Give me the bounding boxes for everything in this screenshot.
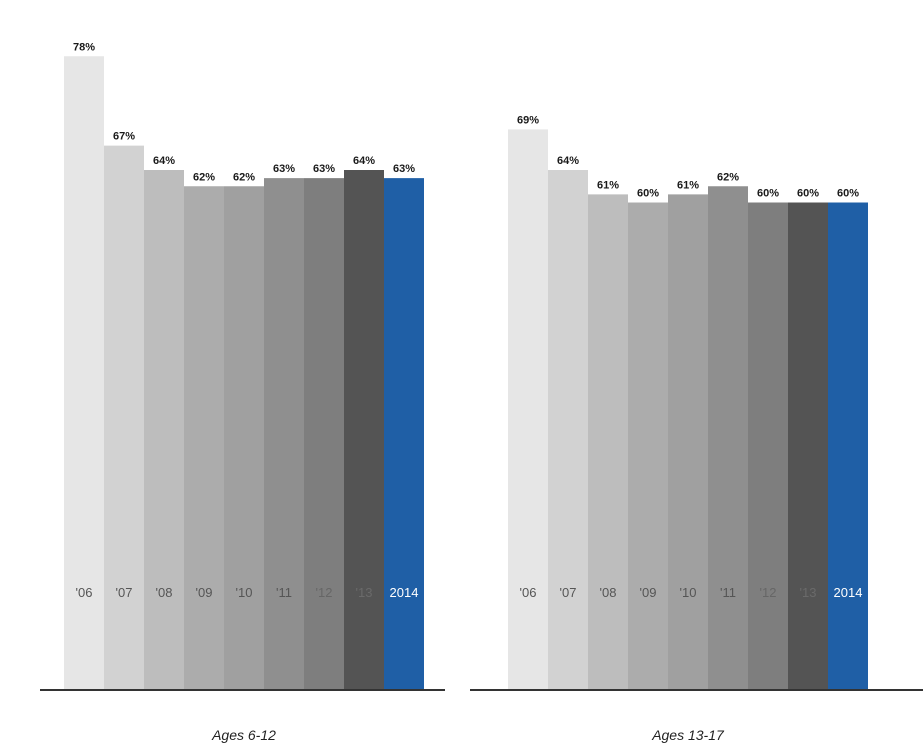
bar-1-2 xyxy=(104,145,144,690)
category-label: '10 xyxy=(680,585,697,600)
bar-2-2 xyxy=(548,170,588,690)
category-label: '07 xyxy=(560,585,577,600)
chart-group-1: 78% '06 67% '07 64% '08 62% '09 62% '10 63% '11 63% '… xyxy=(40,41,445,743)
bar-2-4 xyxy=(628,202,668,690)
category-label: 2014 xyxy=(390,585,419,600)
bar-2-8 xyxy=(788,202,828,690)
group-title: Ages 13-17 xyxy=(651,727,725,743)
category-label: '08 xyxy=(156,585,173,600)
bar-1-4 xyxy=(184,186,224,690)
bar-2-9 xyxy=(828,202,868,690)
bar-1-7 xyxy=(304,178,344,690)
category-label: '11 xyxy=(276,585,292,600)
value-label: 67% xyxy=(113,131,135,143)
value-label: 69% xyxy=(517,114,539,126)
category-label: 2014 xyxy=(834,585,863,600)
category-label: '09 xyxy=(196,585,213,600)
bar-2-6 xyxy=(708,186,748,690)
value-label: 60% xyxy=(637,188,659,200)
category-label: '07 xyxy=(116,585,133,600)
value-label: 64% xyxy=(153,155,175,167)
category-label: '06 xyxy=(520,585,537,600)
bar-2-3 xyxy=(588,194,628,690)
value-label: 62% xyxy=(193,171,215,183)
value-label: 62% xyxy=(717,171,739,183)
value-label: 64% xyxy=(557,155,579,167)
category-label: '13 xyxy=(356,585,373,600)
category-label: '12 xyxy=(760,585,777,600)
bar-1-6 xyxy=(264,178,304,690)
bar-1-5 xyxy=(224,186,264,690)
value-label: 63% xyxy=(393,163,415,175)
value-label: 63% xyxy=(313,163,335,175)
category-label: '10 xyxy=(236,585,253,600)
value-label: 60% xyxy=(757,188,779,200)
bar-2-7 xyxy=(748,202,788,690)
value-label: 64% xyxy=(353,155,375,167)
group-title: Ages 6-12 xyxy=(211,727,276,743)
bar-1-3 xyxy=(144,170,184,690)
category-label: '11 xyxy=(720,585,736,600)
chart-group-2: 69% '06 64% '07 61% '08 60% '09 61% '10 62% '11 60% '… xyxy=(470,114,923,743)
value-label: 60% xyxy=(797,188,819,200)
value-label: 60% xyxy=(837,188,859,200)
category-label: '13 xyxy=(800,585,817,600)
category-label: '06 xyxy=(76,585,93,600)
bar-1-1 xyxy=(64,56,104,690)
bar-1-9 xyxy=(384,178,424,690)
value-label: 78% xyxy=(73,41,95,53)
value-label: 61% xyxy=(597,179,619,191)
category-label: '09 xyxy=(640,585,657,600)
bar-2-5 xyxy=(668,194,708,690)
value-label: 62% xyxy=(233,171,255,183)
bar-2-1 xyxy=(508,129,548,690)
value-label: 61% xyxy=(677,179,699,191)
category-label: '08 xyxy=(600,585,617,600)
bar-1-8 xyxy=(344,170,384,690)
category-label: '12 xyxy=(316,585,333,600)
value-label: 63% xyxy=(273,163,295,175)
